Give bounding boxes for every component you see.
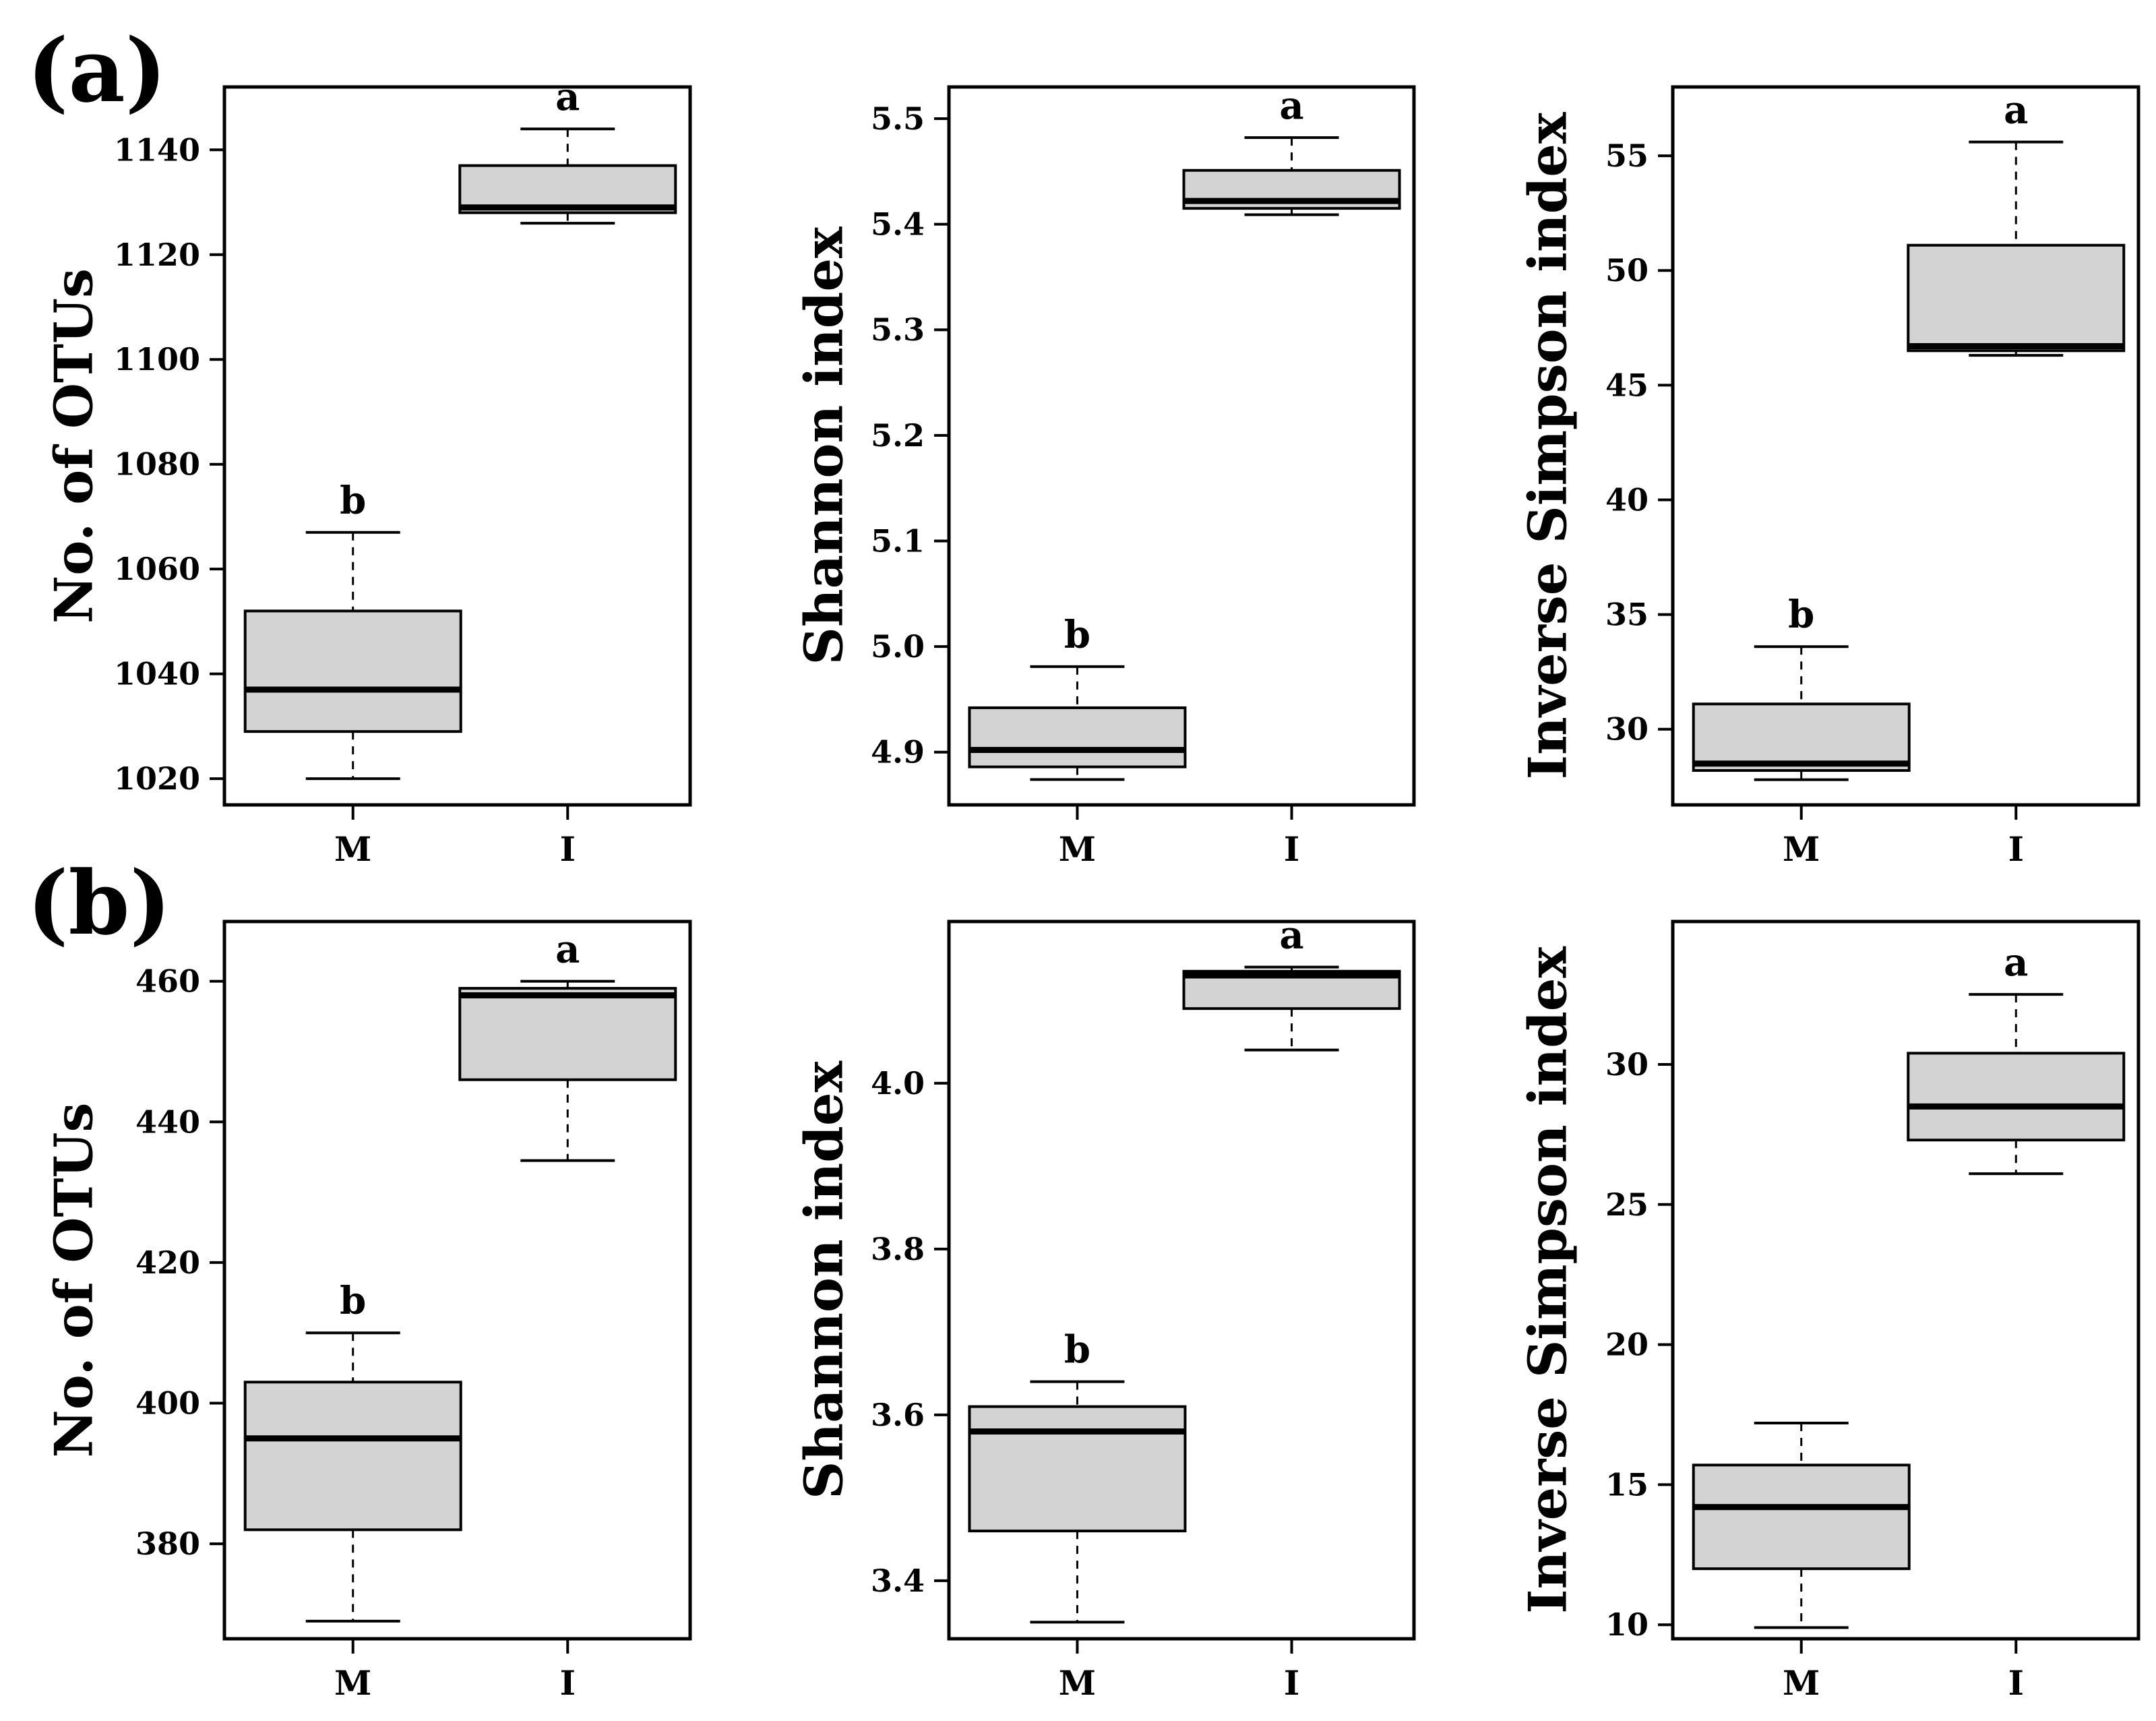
x-category-label: M bbox=[334, 1663, 371, 1703]
y-tick-label: 5.0 bbox=[871, 628, 925, 665]
y-tick-label: 30 bbox=[1605, 1046, 1649, 1083]
x-category-label: M bbox=[1783, 829, 1820, 869]
subplot-6: 10 15 20 25 30 Inverse Simpson index M Ia bbox=[1518, 919, 2140, 1703]
y-tick-label: 3.4 bbox=[871, 1563, 925, 1599]
x-category-label: M bbox=[334, 829, 371, 869]
x-category-label: I bbox=[1284, 1663, 1299, 1703]
y-tick-label: 5.2 bbox=[871, 417, 925, 454]
y-tick-label: 1100 bbox=[114, 341, 200, 378]
plot-frame bbox=[222, 919, 692, 1641]
subplot-3: 30 35 40 45 50 55 Inverse Simpson index Mb Ia bbox=[1518, 85, 2140, 869]
y-tick-label: 380 bbox=[135, 1526, 200, 1562]
y-tick-label: 30 bbox=[1605, 711, 1649, 748]
y-axis-title: Shannon index bbox=[794, 226, 855, 665]
y-tick-label: 10 bbox=[1605, 1606, 1649, 1643]
y-tick-label: 5.5 bbox=[871, 100, 925, 137]
y-tick-label: 5.1 bbox=[871, 522, 925, 559]
y-tick-label: 15 bbox=[1605, 1466, 1649, 1503]
subplot-2: 4.9 5.0 5.1 5.2 5.3 5.4 5.5 Shannon index Mb Ia bbox=[794, 84, 1416, 869]
significance-letter: a bbox=[555, 928, 580, 972]
y-tick-label: 3.8 bbox=[871, 1231, 925, 1267]
y-tick-label: 1060 bbox=[114, 551, 200, 587]
plot-frame bbox=[222, 85, 692, 807]
panel-label-b: (b) bbox=[27, 851, 171, 955]
x-category-label: M bbox=[1783, 1663, 1820, 1703]
significance-letter: a bbox=[1279, 913, 1303, 958]
y-axis-title: Inverse Simpson index bbox=[1518, 111, 1579, 779]
plot-frame bbox=[947, 85, 1416, 807]
subplot-4: 380 400 420 440 460 No. of OTUs Mb Ia bbox=[44, 919, 692, 1703]
panel-label-a: (a) bbox=[27, 19, 166, 122]
box-M bbox=[1692, 702, 1911, 772]
significance-letter: b bbox=[340, 479, 366, 523]
y-axis-title: No. of OTUs bbox=[44, 1103, 105, 1458]
box-I bbox=[1907, 1052, 2126, 1142]
y-tick-label: 50 bbox=[1605, 252, 1649, 289]
y-tick-label: 460 bbox=[135, 963, 200, 1000]
y-tick-label: 400 bbox=[135, 1385, 200, 1422]
y-tick-label: 440 bbox=[135, 1104, 200, 1140]
x-category-label: I bbox=[560, 1663, 576, 1703]
x-category-label: I bbox=[1284, 829, 1299, 869]
y-axis-title: Shannon index bbox=[794, 1060, 855, 1499]
x-category-label: I bbox=[2008, 1663, 2024, 1703]
y-tick-label: 4.9 bbox=[871, 734, 925, 771]
y-tick-label: 45 bbox=[1605, 367, 1649, 403]
significance-letter: a bbox=[1279, 84, 1303, 128]
box-I bbox=[1907, 243, 2126, 353]
y-tick-label: 1120 bbox=[114, 237, 200, 273]
significance-letter: a bbox=[555, 75, 580, 119]
subplot-5: 3.4 3.6 3.8 4.0 Shannon index Mb Ia bbox=[794, 913, 1416, 1703]
y-axis-title: Inverse Simpson index bbox=[1518, 946, 1579, 1614]
y-tick-label: 1020 bbox=[114, 760, 200, 797]
subplot-1: 1020 1040 1060 1080 1100 1120 1140 No. of OTUs M… bbox=[44, 75, 692, 869]
x-category-label: I bbox=[560, 829, 576, 869]
box-M bbox=[1692, 1463, 1911, 1571]
significance-letter: a bbox=[2004, 88, 2028, 133]
significance-letter: b bbox=[1064, 613, 1090, 657]
y-tick-label: 25 bbox=[1605, 1186, 1649, 1223]
box-M bbox=[243, 609, 462, 733]
plot-frame bbox=[1671, 85, 2140, 807]
box-M bbox=[968, 1405, 1187, 1533]
y-tick-label: 1140 bbox=[114, 131, 200, 168]
y-tick-label: 35 bbox=[1605, 597, 1649, 633]
y-tick-label: 5.3 bbox=[871, 311, 925, 348]
x-category-label: I bbox=[2008, 829, 2024, 869]
y-tick-label: 1080 bbox=[114, 446, 200, 483]
y-tick-label: 5.4 bbox=[871, 206, 925, 243]
y-tick-label: 3.6 bbox=[871, 1397, 925, 1433]
y-tick-label: 420 bbox=[135, 1244, 200, 1281]
significance-letter: b bbox=[1788, 593, 1814, 637]
box-I bbox=[458, 987, 677, 1081]
y-tick-label: 1040 bbox=[114, 656, 200, 692]
y-axis-title: No. of OTUs bbox=[44, 268, 105, 624]
y-tick-label: 20 bbox=[1605, 1327, 1649, 1363]
x-category-label: M bbox=[1059, 829, 1096, 869]
significance-letter: b bbox=[340, 1279, 366, 1323]
significance-letter: a bbox=[2004, 940, 2028, 985]
x-category-label: M bbox=[1059, 1663, 1096, 1703]
box-M bbox=[968, 706, 1187, 768]
plot-frame bbox=[947, 919, 1416, 1641]
plot-frame bbox=[1671, 919, 2140, 1641]
y-tick-label: 55 bbox=[1605, 138, 1649, 174]
y-tick-label: 40 bbox=[1605, 481, 1649, 518]
y-tick-label: 4.0 bbox=[871, 1065, 925, 1101]
significance-letter: b bbox=[1064, 1328, 1090, 1372]
box-M bbox=[243, 1381, 462, 1532]
